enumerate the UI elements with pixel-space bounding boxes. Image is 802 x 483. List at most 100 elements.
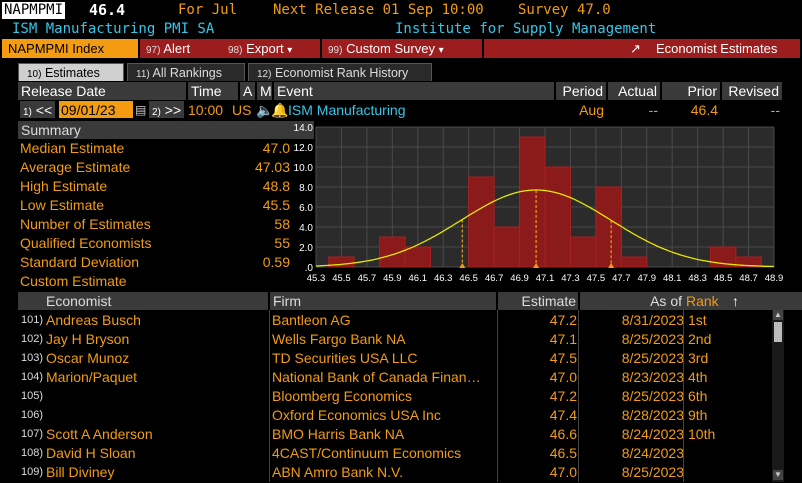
economist-estimates-button[interactable]: ↗ Economist Estimates (484, 39, 800, 58)
bell-icon[interactable]: 🔔 (271, 102, 289, 118)
source-label: Institute for Supply Management (395, 21, 657, 37)
economist-name[interactable]: Jay H Bryson (46, 331, 130, 347)
y-tick-label: 2.0 (299, 243, 313, 254)
table-row[interactable]: 104) Marion/Paquet National Bank of Canada… (18, 368, 778, 387)
y-tick-label: 12.0 (294, 143, 314, 154)
custom-survey-button[interactable]: 99) Custom Survey ▾ (322, 39, 482, 58)
y-tick-label: 4.0 (299, 223, 313, 234)
summary-row: Custom Estimate (18, 272, 290, 291)
summary-value: 58 (274, 216, 290, 232)
summary-row: Average Estimate 47.03 (18, 158, 290, 177)
export-button[interactable]: 98) Export ▾ (222, 39, 320, 58)
col-economist[interactable]: Economist (18, 292, 268, 310)
export-caret-icon: ▾ (287, 45, 293, 56)
table-row[interactable]: 108) David H Sloan 4CAST/Continuum Economi… (18, 444, 778, 463)
col-divider (578, 310, 579, 482)
table-row[interactable]: 102) Jay H Bryson Wells Fargo Bank NA 47.1 8… (18, 330, 778, 349)
calendar-icon[interactable]: ▤ (135, 103, 147, 117)
economist-name[interactable]: Bill Diviney (46, 464, 115, 480)
release-prior: 46.4 (690, 102, 718, 118)
summary-label: Median Estimate (20, 140, 125, 156)
table-row[interactable]: 101) Andreas Busch Bantleon AG 47.2 8/31/202… (18, 311, 778, 330)
as-of-date: 8/24/2023 (621, 426, 684, 442)
histogram-bar (493, 226, 521, 268)
summary-value: 48.8 (262, 178, 290, 194)
next-release-button[interactable]: 2) >> (149, 101, 185, 118)
table-row[interactable]: 103) Oscar Munoz TD Securities USA LLC 47.5… (18, 349, 778, 368)
col-release-date[interactable]: Release Date (18, 82, 186, 100)
firm-name[interactable]: ABN Amro Bank N.V. (272, 464, 403, 480)
summary-value: 45.5 (262, 197, 290, 213)
firm-name[interactable]: Bloomberg Economics (272, 388, 413, 404)
index-button[interactable]: NAPMPMI Index (2, 39, 138, 58)
col-period[interactable]: Period (556, 82, 606, 100)
col-event[interactable]: Event (274, 82, 554, 100)
col-prior[interactable]: Prior (662, 82, 720, 100)
next-release-label: Next Release 01 Sep 10:00 (273, 2, 484, 18)
next-arrows-icon: >> (164, 102, 182, 118)
export-label: Export (246, 41, 284, 56)
sort-ascending-icon[interactable]: ↑ (732, 293, 739, 309)
release-event[interactable]: ISM Manufacturing (288, 102, 406, 118)
firm-name[interactable]: Oxford Economics USA Inc (272, 407, 441, 423)
col-rank[interactable]: Rank ↑ (684, 292, 802, 310)
col-as-of[interactable]: As of (580, 292, 684, 310)
scroll-up-icon[interactable]: ▲ (773, 310, 783, 320)
table-row[interactable]: 106) Oxford Economics USA Inc 47.4 8/28/202… (18, 406, 778, 425)
col-actual[interactable]: Actual (608, 82, 660, 100)
tab-all-rankings[interactable]: 11) All Rankings (127, 63, 245, 81)
tab-num: 10) (27, 69, 42, 80)
as-of-date: 8/31/2023 (621, 312, 684, 328)
scroll-thumb[interactable] (774, 322, 782, 342)
prev-release-button[interactable]: 1) << (20, 101, 56, 118)
summary-label: Low Estimate (20, 197, 105, 213)
alert-button[interactable]: 97) Alert (140, 39, 320, 58)
col-estimate[interactable]: Estimate (498, 292, 578, 310)
economist-name[interactable]: David H Sloan (46, 445, 136, 461)
x-tick-label: 47.1 (536, 273, 555, 284)
index-label: NAPMPMI Index (8, 41, 105, 56)
table-row[interactable]: 105) Bloomberg Economics 47.2 8/25/2023 6th (18, 387, 778, 406)
table-row[interactable]: 109) Bill Diviney ABN Amro Bank N.V. 47.0 8/… (18, 463, 778, 482)
estimate-value: 47.5 (549, 350, 577, 366)
scrollbar[interactable]: ▲ ▼ (772, 310, 784, 482)
x-tick-label: 48.1 (663, 273, 682, 284)
summary-label: Custom Estimate (20, 273, 127, 289)
alert-label: Alert (163, 41, 191, 56)
scroll-down-icon[interactable]: ▼ (773, 470, 783, 480)
firm-name[interactable]: TD Securities USA LLC (272, 350, 418, 366)
estimate-value: 47.2 (549, 388, 577, 404)
economist-name[interactable]: Andreas Busch (46, 312, 141, 328)
histogram-bar (569, 236, 597, 268)
tab-num: 12) (257, 69, 272, 80)
custom-caret-icon: ▾ (438, 45, 444, 56)
col-firm[interactable]: Firm (270, 292, 496, 310)
summary-label: High Estimate (20, 178, 108, 194)
release-actual: -- (648, 102, 658, 118)
firm-name[interactable]: 4CAST/Continuum Economics (272, 445, 462, 461)
firm-name[interactable]: Wells Fargo Bank NA (272, 331, 406, 347)
economist-name[interactable]: Scott A Anderson (46, 426, 153, 442)
speaker-icon[interactable]: 🔈 (256, 102, 274, 118)
row-number: 101) (21, 314, 44, 326)
release-region: US (232, 102, 252, 118)
col-m[interactable]: M (257, 82, 272, 100)
release-date-input[interactable]: 09/01/23 (59, 101, 133, 118)
histogram-bar (404, 246, 432, 268)
col-time[interactable]: Time (188, 82, 238, 100)
rank-value: 2nd (688, 331, 712, 347)
firm-name[interactable]: BMO Harris Bank NA (272, 426, 405, 442)
economist-name[interactable]: Marion/Paquet (46, 369, 138, 385)
as-of-date: 8/28/2023 (621, 407, 684, 423)
x-tick-label: 48.9 (765, 273, 784, 284)
x-tick-label: 47.5 (587, 273, 606, 284)
tab-estimates[interactable]: 10) Estimates (18, 63, 124, 81)
firm-name[interactable]: National Bank of Canada Finan… (272, 369, 481, 385)
col-revised[interactable]: Revised (722, 82, 782, 100)
economist-name[interactable]: Oscar Munoz (46, 350, 130, 366)
summary-row: Standard Deviation 0.59 (18, 253, 290, 272)
table-row[interactable]: 107) Scott A Anderson BMO Harris Bank NA 46… (18, 425, 778, 444)
col-a[interactable]: A (240, 82, 255, 100)
firm-name[interactable]: Bantleon AG (272, 312, 351, 328)
tab-economist-rank-history[interactable]: 12) Economist Rank History (248, 63, 432, 81)
